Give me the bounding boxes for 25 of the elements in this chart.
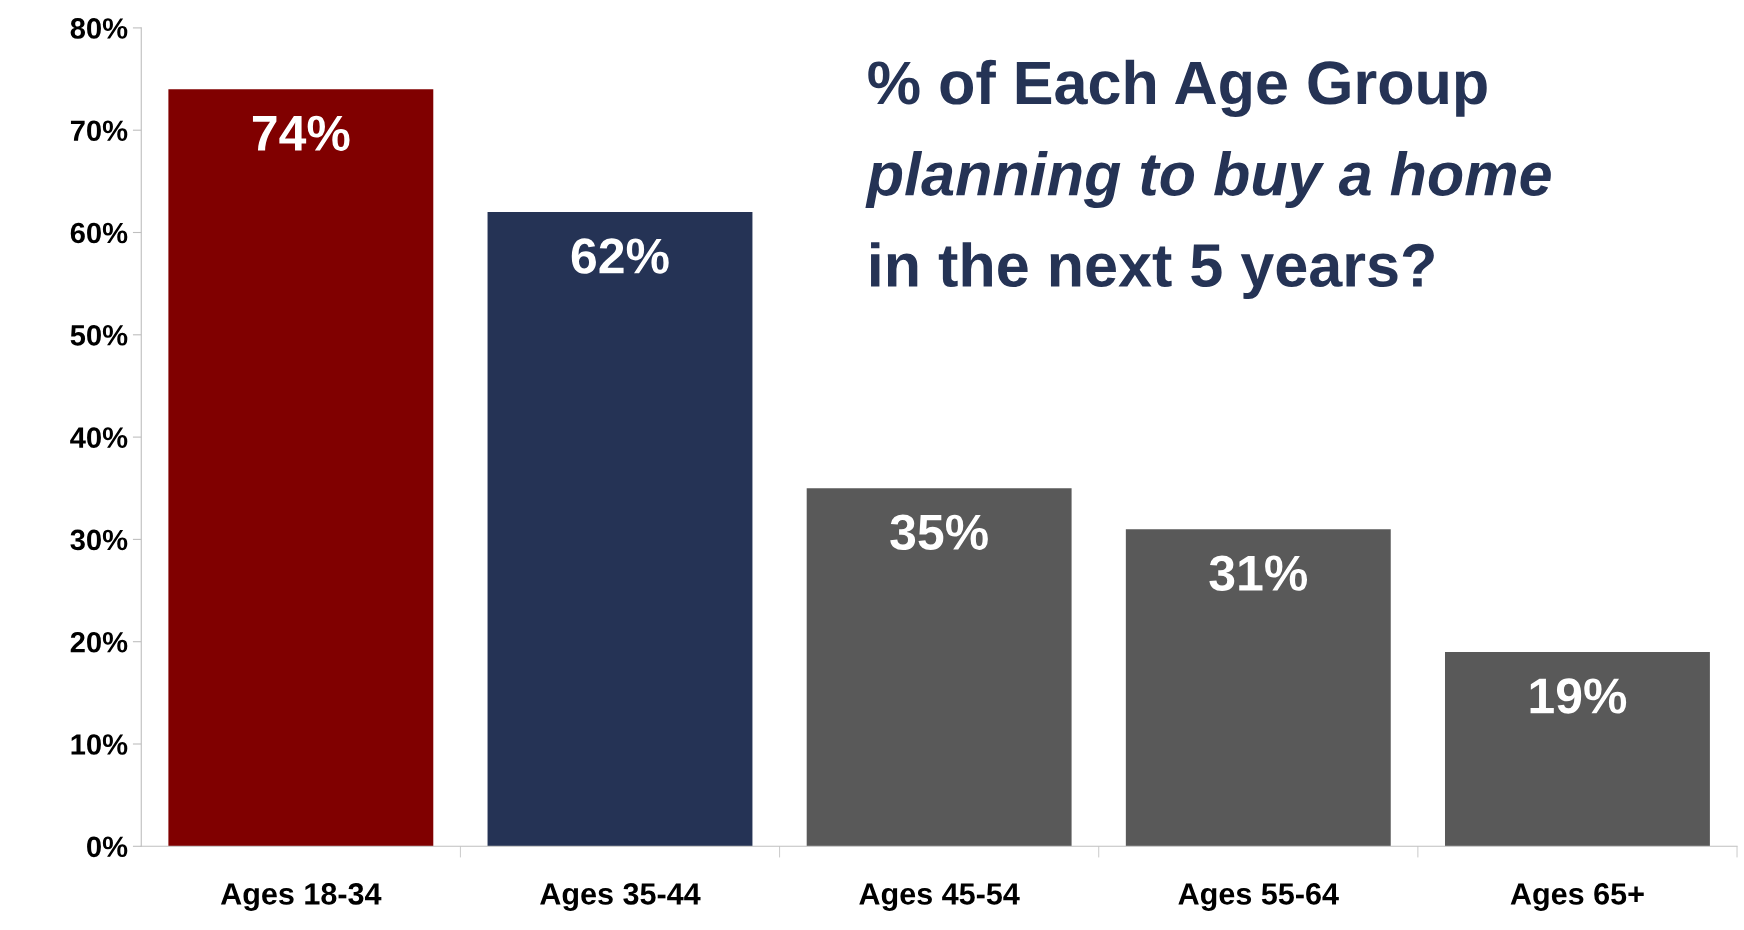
bar (1125, 529, 1391, 847)
bar (168, 89, 434, 847)
x-tick-label: Ages 45-54 (859, 883, 1020, 911)
y-tick-label: 0% (87, 836, 128, 858)
data-label: 19% (1530, 678, 1627, 714)
y-tick-label: 60% (70, 222, 128, 244)
y-tick-label: 50% (70, 325, 128, 346)
y-tick-label: 40% (70, 427, 128, 448)
y-tick-label: 10% (71, 734, 128, 755)
y-tick-label: 80% (70, 18, 128, 39)
x-tick-label: Ages 18-34 (220, 883, 382, 911)
y-tick-label: 20% (70, 631, 128, 653)
bar (806, 488, 1072, 847)
data-label: 74% (252, 115, 350, 151)
x-tick-label: Ages 35-44 (540, 883, 701, 911)
y-tick-label: 70% (70, 120, 128, 142)
data-label: 35% (890, 514, 988, 551)
text: % of Each Age Group planning to buy a home in the next 5 years? (865, 59, 1551, 300)
data-label: 31% (1209, 555, 1308, 591)
x-tick-label: Ages 65+ (1510, 883, 1644, 911)
bar (487, 212, 753, 847)
bar (1445, 651, 1710, 847)
y-tick-label: 30% (70, 529, 128, 551)
data-label: 62% (571, 238, 669, 274)
x-tick-label: Ages 55-64 (1178, 883, 1339, 911)
